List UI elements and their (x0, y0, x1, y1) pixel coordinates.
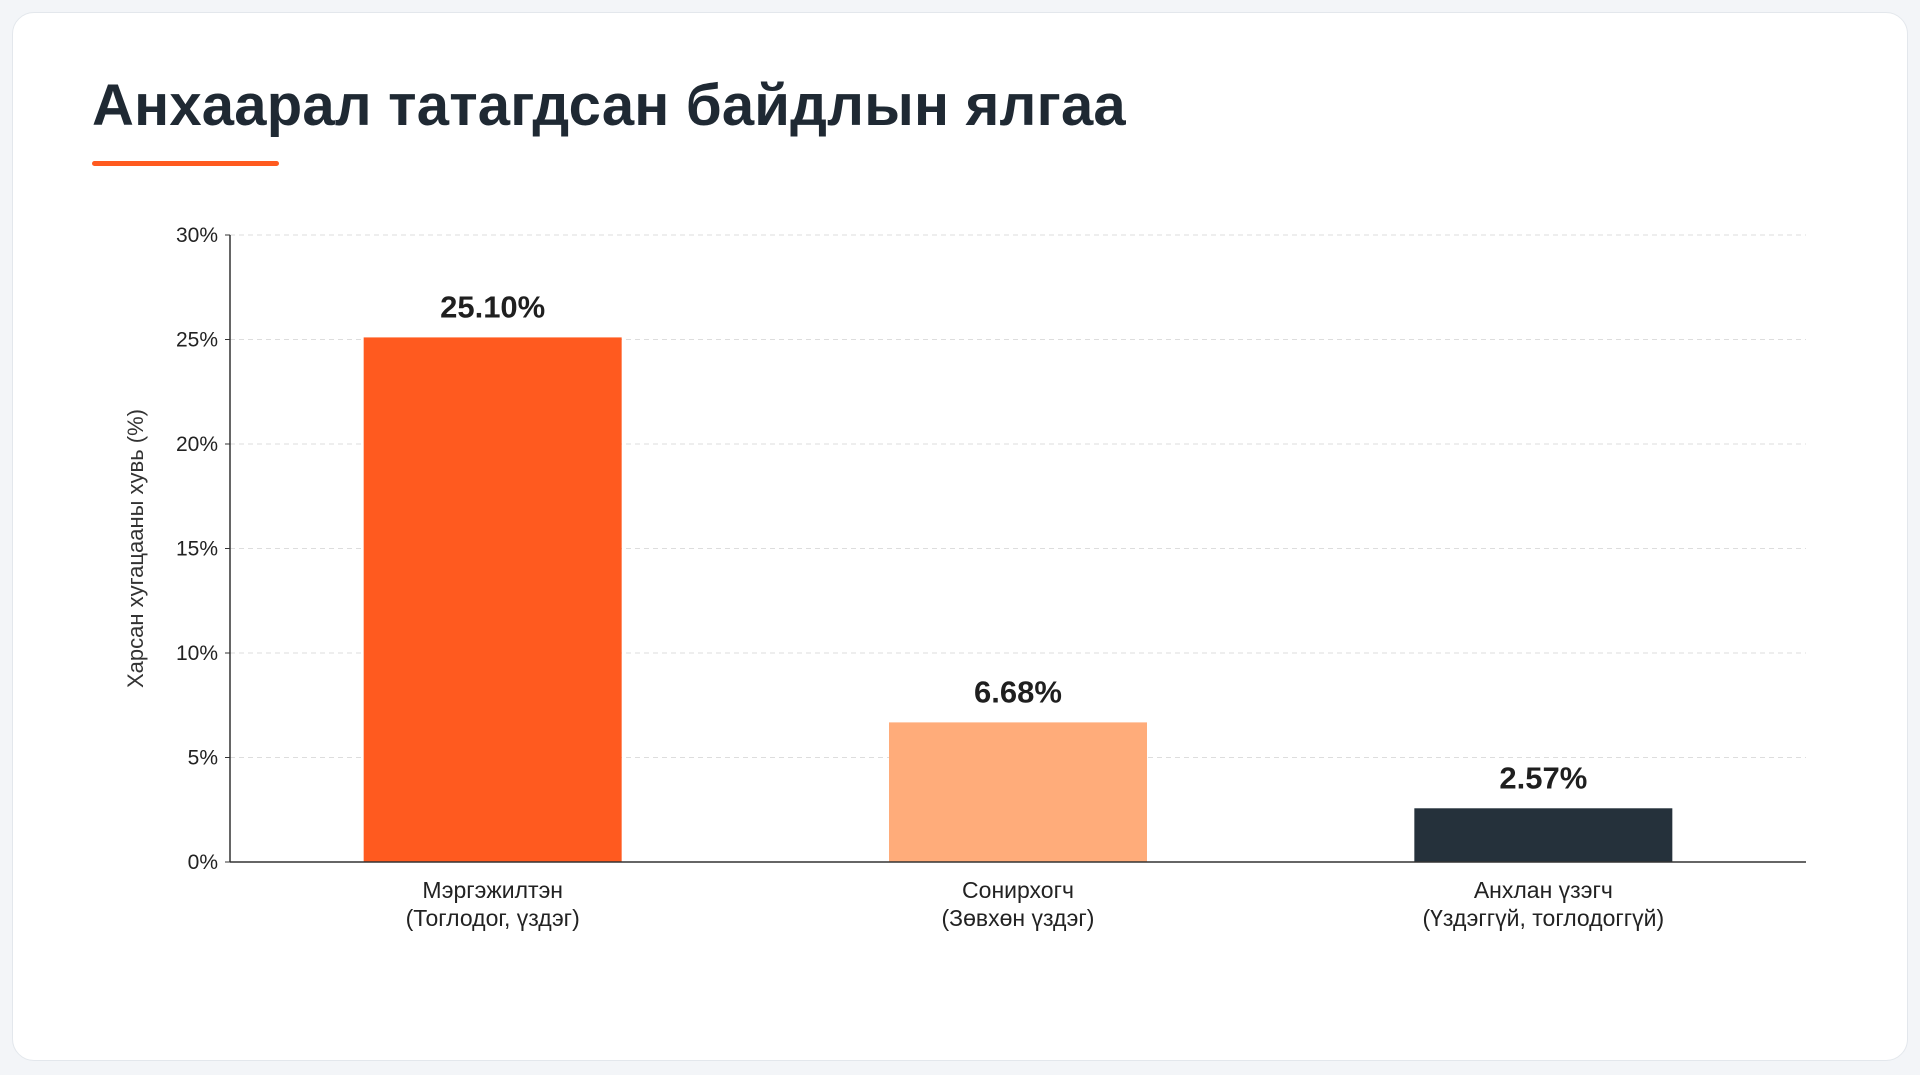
bar (363, 337, 622, 862)
bar (889, 722, 1147, 862)
y-tick-label: 5% (188, 747, 218, 770)
y-axis-title: Харсан хугацааны хувь (%) (123, 409, 148, 688)
y-tick-label: 15% (176, 538, 218, 561)
page-title: Анхаарал татагдсан байдлын ялгаа (92, 73, 1126, 138)
x-category-label: (Үздэггүй, тоглодоггүй) (1422, 905, 1664, 931)
x-category-label: Анхлан үзэгч (1474, 877, 1613, 903)
y-tick-label: 0% (188, 851, 218, 874)
x-category-label: Сонирхогч (962, 877, 1074, 903)
chart-card (12, 12, 1908, 1061)
bar (1414, 808, 1673, 862)
bar-value-label: 25.10% (440, 289, 545, 324)
bar-value-label: 2.57% (1499, 760, 1587, 795)
x-category-label: (Зөвхөн үздэг) (942, 905, 1095, 931)
bar-value-label: 6.68% (974, 674, 1062, 709)
y-tick-label: 20% (176, 433, 218, 456)
x-category-label: Мэргэжилтэн (422, 877, 563, 903)
y-tick-label: 10% (176, 642, 218, 665)
title-accent-underline (92, 161, 279, 166)
y-tick-label: 30% (176, 224, 218, 247)
x-category-label: (Тоглодог, үздэг) (406, 905, 580, 931)
y-tick-label: 25% (176, 329, 218, 352)
